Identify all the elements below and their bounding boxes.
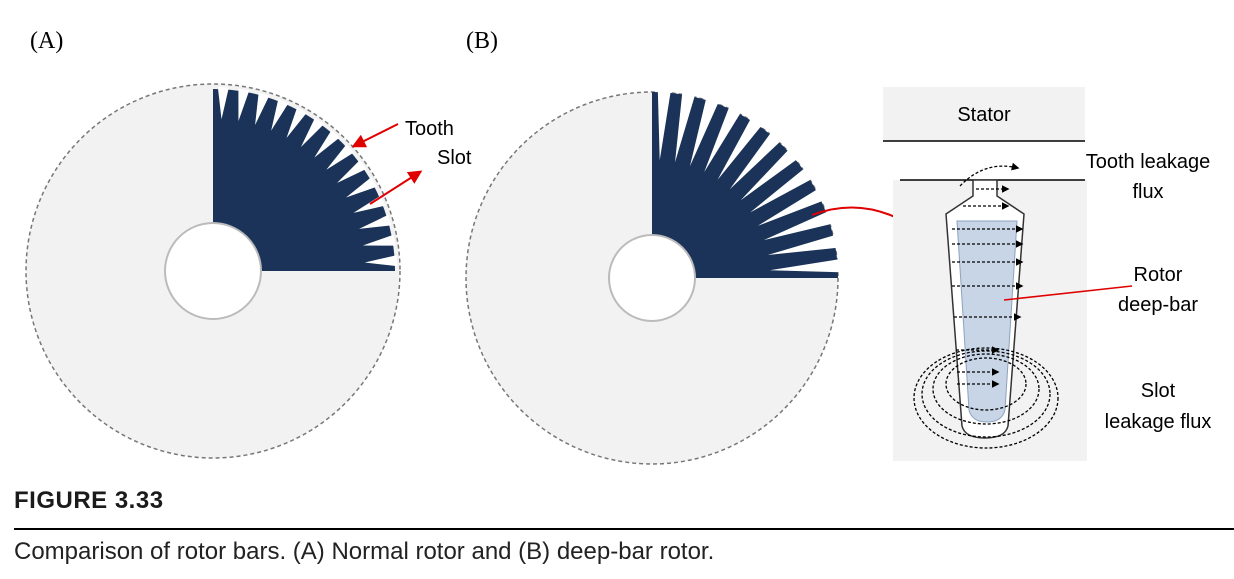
- rotor-a-bore: [164, 222, 262, 320]
- rotor-a-slot: [238, 88, 250, 122]
- figure-caption: Comparison of rotor bars. (A) Normal rot…: [14, 538, 715, 565]
- rotor-a-slot: [326, 144, 354, 170]
- rotor-a-sector: [213, 89, 395, 271]
- rotor-a-slots: [217, 86, 398, 267]
- rotor-a-slot: [271, 98, 289, 131]
- rotor-a-slot: [362, 234, 396, 246]
- slot-label: Slot: [437, 147, 472, 169]
- stator-block: [883, 87, 1085, 141]
- panel-b-label: (B): [466, 28, 498, 54]
- rotor-b-slot: [757, 189, 824, 226]
- rotor-a: [25, 83, 401, 459]
- figure-number: FIGURE 3.33: [14, 487, 164, 514]
- rotor-a-slot: [300, 117, 324, 148]
- deep-bar-detail: Stator: [883, 87, 1133, 461]
- rotor-b-slot: [675, 92, 696, 163]
- tooth-label: Tooth: [405, 118, 454, 140]
- rotor-b-slot: [740, 149, 798, 201]
- rotor-label-line2: deep-bar: [1118, 294, 1198, 316]
- tooth-leakage-label-line2: flux: [1132, 181, 1163, 203]
- rotor-a-slot: [286, 107, 307, 138]
- rotor-b-slot: [657, 89, 671, 161]
- rotor-a-slot: [314, 130, 340, 158]
- slot-leakage-label-line2: leakage flux: [1105, 411, 1212, 433]
- rotor-b-slot: [750, 168, 812, 213]
- figure-drawing: (A) (B) Tooth Slot Stator: [25, 28, 1212, 465]
- rotor-b-slot: [763, 211, 833, 241]
- tooth-leakage-label-line1: Tooth leakage: [1086, 151, 1211, 173]
- slot-leakage-rings: [913, 347, 1059, 449]
- caption-divider: [14, 528, 1234, 530]
- rotor-a-slot: [217, 86, 229, 120]
- rotor-a-slot: [255, 92, 270, 125]
- rotor-a-slot: [346, 177, 377, 198]
- slot-leakage-label-line1: Slot: [1141, 380, 1176, 402]
- rotor-b-slot: [729, 132, 781, 190]
- rotor-b-slot: [704, 106, 741, 173]
- slot-arrow: [369, 170, 423, 205]
- rotor-b-slot: [689, 97, 719, 167]
- rotor-a-slot: [336, 160, 367, 184]
- rotor-b-bore: [608, 234, 696, 322]
- tooth-leakage-loop: [959, 162, 1020, 187]
- rotor-b-slot: [767, 234, 838, 255]
- rotor-a-slot: [359, 214, 392, 229]
- rotor-a-slot: [364, 255, 398, 267]
- rotor-b-slot: [717, 118, 762, 180]
- tooth-arrow: [351, 123, 399, 148]
- rotor-b-slot: [769, 259, 841, 273]
- rotor-b: [465, 89, 841, 465]
- slot-flux-lines: [952, 185, 1024, 388]
- deep-bar-pointer: [1003, 285, 1133, 301]
- stator-label: Stator: [957, 104, 1011, 126]
- rotor-label-line1: Rotor: [1134, 264, 1183, 286]
- panel-a-label: (A): [30, 28, 63, 54]
- rotor-b-slots: [657, 89, 841, 273]
